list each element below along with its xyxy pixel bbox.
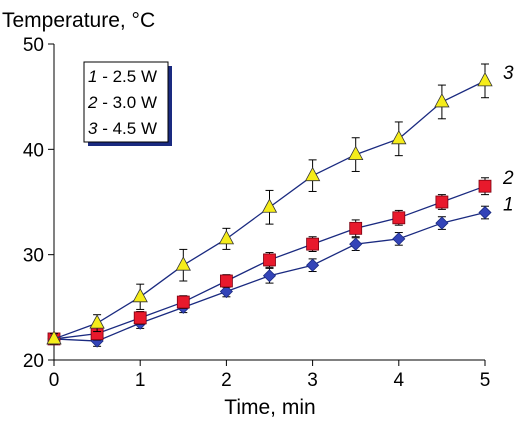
series-2-point-7 [349, 221, 363, 235]
y-tick-label-2: 40 [23, 140, 44, 161]
legend-entry-3-num: 3 [88, 119, 98, 138]
series-3-point-4 [218, 230, 235, 245]
legend-entry-3-text: - 4.5 W [102, 119, 157, 138]
series-1-point-7 [349, 237, 363, 251]
series-1: 1 [47, 195, 514, 348]
series-1-point-5 [262, 269, 277, 283]
x-tick-label-1: 1 [135, 370, 146, 391]
y-axis-title: Temperature, °C [2, 9, 155, 32]
series-3-point-6 [304, 166, 321, 182]
series-2-point-6 [306, 237, 320, 251]
series-3-end-label: 3 [503, 63, 514, 84]
legend-box [83, 61, 169, 143]
series-layer: 1 2 3 [46, 63, 514, 348]
ticks [48, 43, 486, 366]
legend-entry-1-num: 1 [88, 67, 97, 86]
series-2-end-label: 2 [502, 168, 514, 189]
series-3-point-1 [89, 314, 105, 329]
series-3: 3 [46, 63, 514, 345]
series-1-point-4 [219, 284, 233, 299]
legend-entry-1-text: - 2.5 W [102, 67, 157, 86]
legend-entry-2: 2 - 3.0 W [87, 93, 157, 112]
series-1-point-6 [306, 258, 320, 272]
legend-entry-1: 1 - 2.5 W [88, 67, 157, 86]
series-3-point-5 [261, 198, 278, 213]
series-2-point-4 [219, 274, 233, 288]
series-2-point-5 [263, 253, 276, 267]
legend: 1 - 2.5 W 2 - 3.0 W 3 - 4.5 W [83, 61, 172, 146]
y-tick-label-3: 50 [23, 35, 44, 56]
x-tick-label-0: 0 [49, 370, 60, 391]
series-2-point-2 [133, 311, 147, 325]
series-1-point-10 [478, 205, 492, 220]
series-2-point-10 [478, 179, 492, 193]
legend-entry-2-num: 2 [87, 93, 98, 112]
x-tick-label-5: 5 [480, 370, 491, 391]
legend-entry-3: 3 - 4.5 W [88, 119, 157, 138]
series-1-end-label: 1 [503, 195, 514, 216]
series-3-point-9 [434, 93, 450, 108]
series-3-point-7 [348, 145, 364, 161]
series-2-point-9 [435, 195, 449, 209]
series-2-point-3 [176, 295, 190, 309]
x-tick-label-4: 4 [394, 370, 405, 391]
series-1-point-8 [392, 232, 406, 246]
series-1-point-9 [435, 216, 449, 230]
x-tick-label-3: 3 [307, 370, 318, 391]
series-3-point-3 [175, 256, 191, 271]
series-2-point-8 [392, 211, 406, 225]
tick-labels: 0 1 2 3 4 5 20 30 40 50 [23, 35, 490, 391]
series-3-point-8 [391, 129, 407, 145]
x-tick-label-2: 2 [221, 370, 232, 391]
series-3-point-2 [132, 287, 148, 303]
series-3-point-10 [477, 72, 493, 87]
y-tick-label-1: 30 [23, 246, 44, 267]
legend-entry-2-text: - 3.0 W [102, 93, 157, 112]
y-tick-label-0: 20 [23, 351, 44, 372]
axes [53, 44, 485, 361]
x-axis-title: Time, min [224, 396, 315, 419]
series-2: 2 [47, 168, 514, 346]
series-3-point-0 [46, 330, 62, 345]
